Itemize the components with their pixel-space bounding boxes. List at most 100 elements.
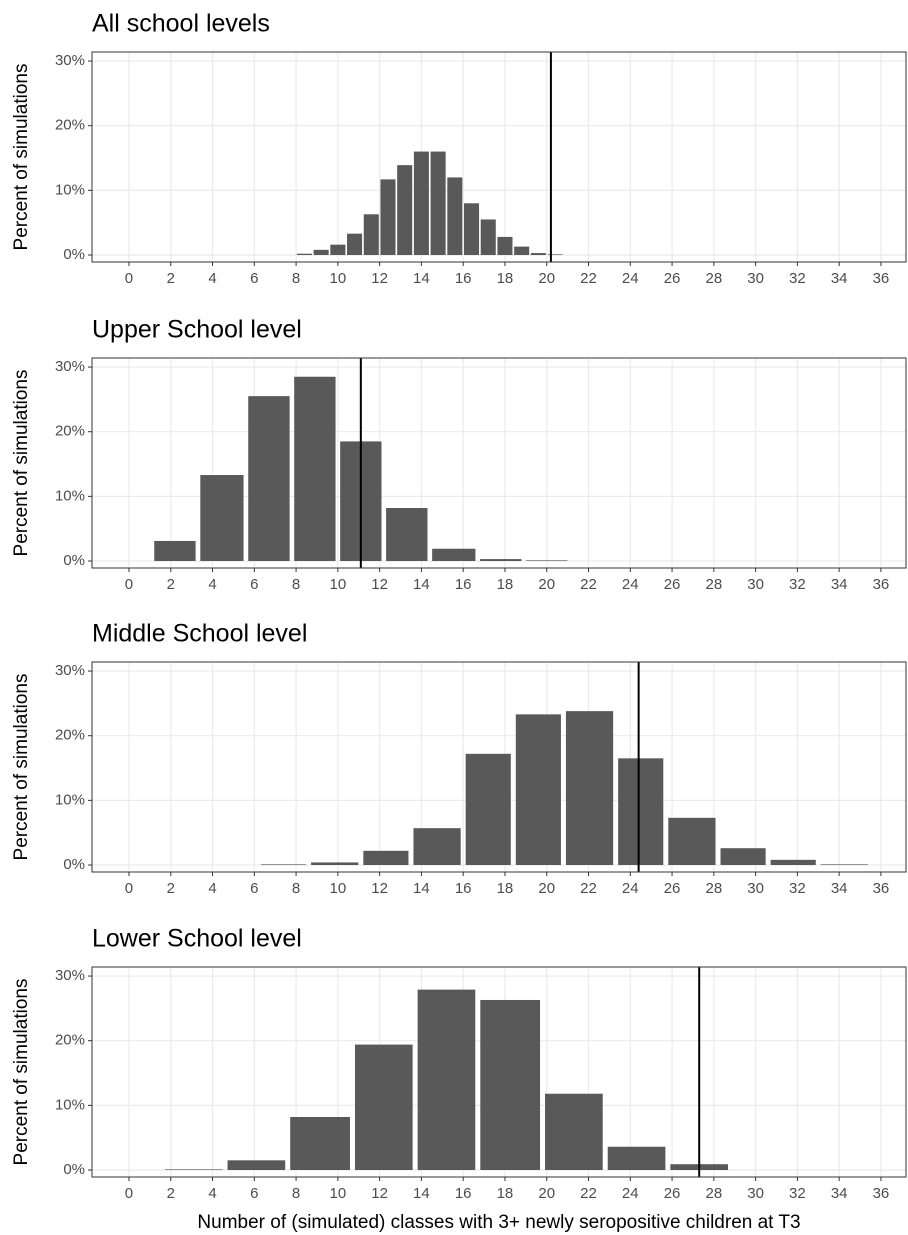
x-tick-label: 28	[705, 576, 722, 593]
x-tick-label: 26	[664, 1185, 681, 1202]
x-tick-label: 0	[125, 1185, 133, 1202]
x-tick-label: 36	[873, 576, 890, 593]
x-tick-label: 10	[330, 576, 347, 593]
y-tick-label: 30%	[55, 662, 85, 679]
bar	[363, 214, 379, 256]
y-tick-label: 0%	[63, 246, 85, 263]
x-tick-label: 30	[747, 1185, 764, 1202]
y-tick-label: 20%	[55, 117, 85, 134]
x-tick-label: 36	[873, 270, 890, 287]
panel-title: Lower School level	[92, 925, 302, 953]
panel-border	[91, 661, 907, 873]
x-tick-label: 16	[455, 880, 472, 897]
bar	[480, 999, 541, 1171]
bar	[260, 864, 307, 866]
x-tick-label: 34	[831, 880, 848, 897]
x-tick-label: 8	[292, 1185, 300, 1202]
x-tick-label: 0	[125, 880, 133, 897]
bar	[363, 850, 409, 866]
y-axis-title: Percent of simulations	[11, 979, 32, 1166]
x-tick-label: 34	[831, 576, 848, 593]
bar	[668, 817, 716, 866]
bar	[547, 254, 563, 256]
bar	[386, 508, 428, 562]
bar	[465, 753, 511, 866]
bar	[413, 828, 461, 866]
x-tick-label: 14	[413, 270, 430, 287]
bar	[820, 864, 868, 866]
x-tick-label: 16	[455, 576, 472, 593]
x-tick-label: 20	[538, 880, 555, 897]
x-tick-label: 4	[208, 270, 216, 287]
y-axis-title: Percent of simulations	[11, 674, 32, 861]
x-tick-label: 12	[371, 880, 388, 897]
bar	[347, 233, 363, 256]
y-tick-label: 10%	[55, 1096, 85, 1113]
y-tick-label: 0%	[63, 1161, 85, 1178]
y-axis-title: Percent of simulations	[11, 370, 32, 557]
x-tick-label: 16	[455, 1185, 472, 1202]
x-tick-label: 12	[371, 270, 388, 287]
x-tick-label: 26	[664, 576, 681, 593]
x-tick-label: 34	[831, 1185, 848, 1202]
x-tick-label: 28	[705, 1185, 722, 1202]
x-tick-label: 2	[167, 270, 175, 287]
x-tick-label: 32	[789, 270, 806, 287]
x-tick-label: 8	[292, 576, 300, 593]
x-axis-title: Number of (simulated) classes with 3+ ne…	[197, 1212, 800, 1233]
x-tick-label: 32	[789, 1185, 806, 1202]
x-tick-label: 14	[413, 1185, 430, 1202]
x-tick-label: 12	[371, 1185, 388, 1202]
x-tick-label: 28	[705, 880, 722, 897]
bar	[720, 848, 766, 866]
x-tick-label: 24	[622, 880, 639, 897]
panel-title: All school levels	[92, 10, 270, 38]
x-tick-label: 34	[831, 270, 848, 287]
x-tick-label: 26	[664, 270, 681, 287]
bar	[311, 862, 359, 866]
x-tick-label: 32	[789, 880, 806, 897]
x-tick-label: 18	[497, 1185, 514, 1202]
y-axis-title: Percent of simulations	[11, 64, 32, 251]
x-tick-label: 36	[873, 1185, 890, 1202]
x-tick-label: 24	[622, 576, 639, 593]
y-tick-label: 30%	[55, 967, 85, 984]
x-tick-label: 16	[455, 270, 472, 287]
bar	[154, 540, 196, 562]
x-tick-label: 30	[747, 270, 764, 287]
bar	[248, 396, 290, 562]
bar	[290, 1117, 350, 1171]
x-tick-label: 24	[622, 1185, 639, 1202]
x-tick-label: 30	[747, 576, 764, 593]
bar	[296, 253, 312, 256]
bar	[607, 1146, 666, 1171]
y-tick-label: 20%	[55, 423, 85, 440]
plot-background	[92, 52, 906, 262]
x-tick-label: 14	[413, 880, 430, 897]
bar	[515, 714, 561, 866]
x-tick-label: 2	[167, 1185, 175, 1202]
y-tick-label: 0%	[63, 552, 85, 569]
x-tick-label: 32	[789, 576, 806, 593]
bar	[480, 219, 496, 256]
bar	[164, 1169, 223, 1171]
y-tick-label: 30%	[55, 52, 85, 69]
y-tick-label: 30%	[55, 358, 85, 375]
bar	[770, 859, 816, 866]
x-tick-label: 6	[250, 1185, 258, 1202]
bar	[354, 1044, 413, 1171]
x-tick-label: 20	[538, 576, 555, 593]
bar	[330, 244, 346, 256]
x-tick-label: 36	[873, 880, 890, 897]
x-tick-label: 4	[208, 1185, 216, 1202]
bar	[397, 165, 413, 256]
x-tick-label: 24	[622, 270, 639, 287]
x-tick-label: 2	[167, 880, 175, 897]
x-tick-label: 18	[497, 576, 514, 593]
x-tick-label: 0	[125, 270, 133, 287]
x-tick-label: 14	[413, 576, 430, 593]
y-tick-label: 20%	[55, 1032, 85, 1049]
x-tick-label: 18	[497, 880, 514, 897]
x-tick-label: 22	[580, 270, 597, 287]
